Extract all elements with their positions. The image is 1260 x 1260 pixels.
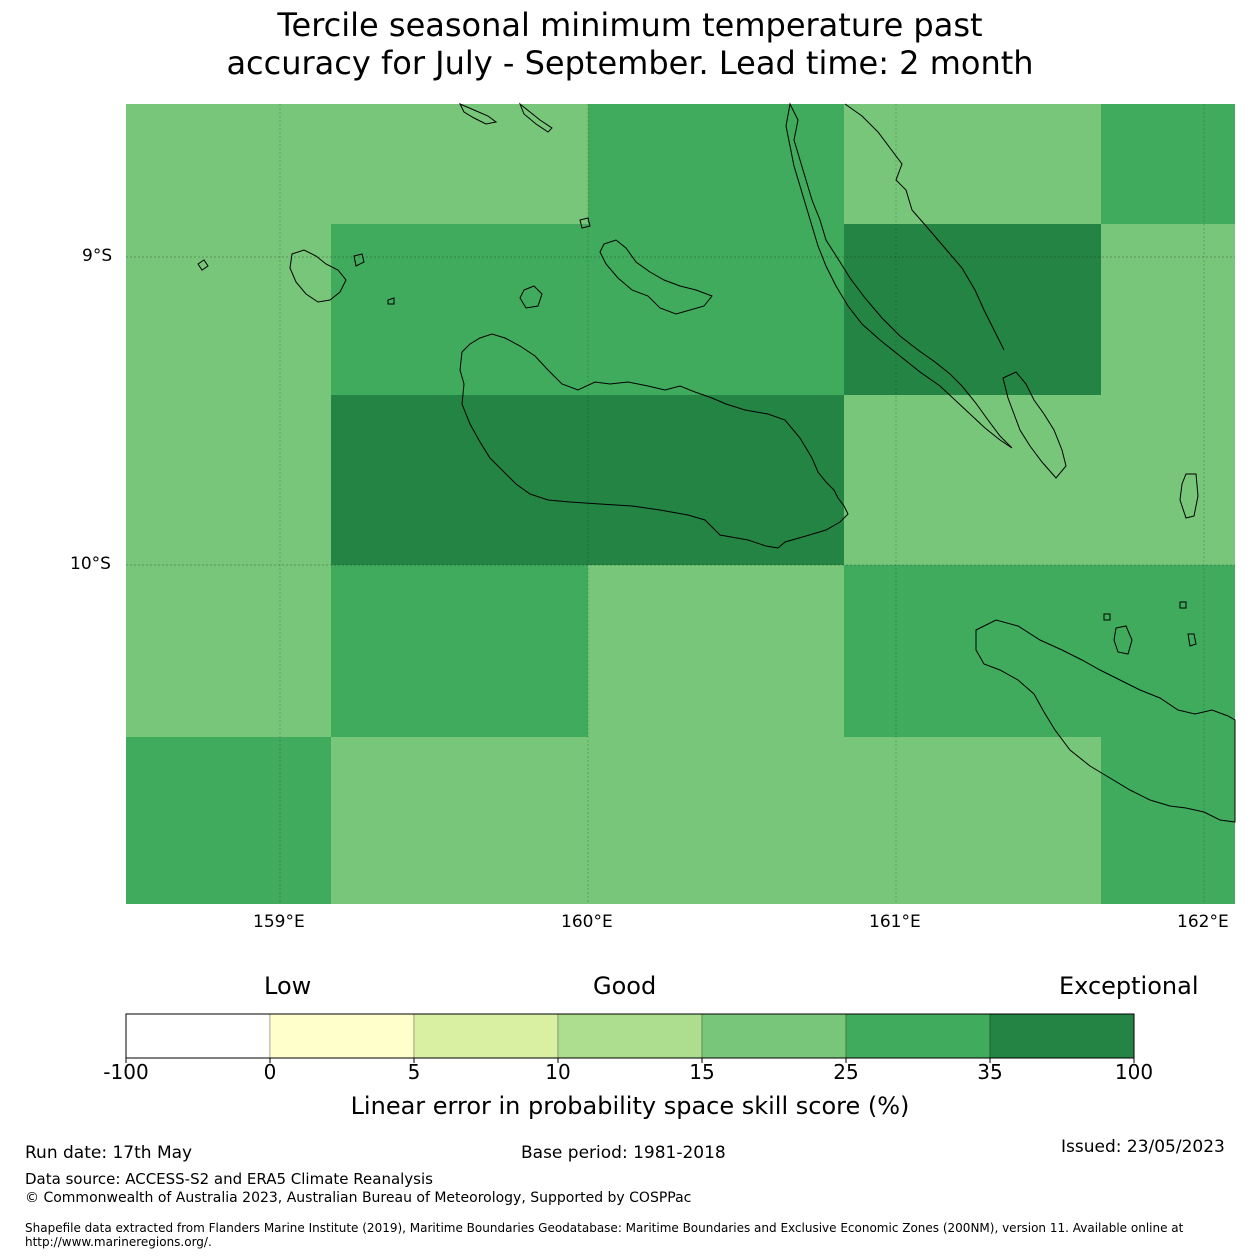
colorbar-swatch bbox=[701, 1013, 847, 1059]
coastline-malaita bbox=[785, 102, 1013, 449]
skill-cell bbox=[126, 737, 331, 904]
colorbar-tick-label: 5 bbox=[407, 1060, 421, 1084]
coastline-top-islets bbox=[458, 102, 553, 133]
coastline-ugi bbox=[1113, 625, 1133, 655]
coastline-makira bbox=[975, 619, 1236, 823]
colorbar-tick-label: 25 bbox=[833, 1060, 859, 1084]
data-source: Data source: ACCESS-S2 and ERA5 Climate … bbox=[25, 1170, 433, 1188]
coastline-islet-2 bbox=[353, 253, 365, 267]
colorbar-tick-label: 10 bbox=[545, 1060, 571, 1084]
copyright: © Commonwealth of Australia 2023, Austra… bbox=[25, 1190, 692, 1206]
colorbar-swatch bbox=[845, 1013, 991, 1059]
colorbar-swatch bbox=[989, 1013, 1135, 1059]
skill-cell bbox=[126, 224, 331, 395]
lon-label-159e: 159°E bbox=[253, 912, 305, 932]
map-title-line-1: Tercile seasonal minimum temperature pas… bbox=[277, 6, 983, 44]
lon-label-162e: 162°E bbox=[1177, 912, 1229, 932]
colorbar-swatch bbox=[413, 1013, 559, 1059]
colorbar-swatch bbox=[125, 1013, 271, 1059]
skill-cell bbox=[331, 224, 588, 395]
lat-label-9s: 9°S bbox=[82, 246, 113, 266]
map-title-line-2: accuracy for July - September. Lead time… bbox=[226, 44, 1034, 82]
lon-label-161e: 161°E bbox=[869, 912, 921, 932]
coastline-north-isles bbox=[844, 103, 1005, 351]
skill-cell bbox=[331, 104, 588, 224]
coastline-islet-4 bbox=[579, 217, 591, 229]
skill-cell bbox=[1101, 395, 1235, 565]
coastline-islet-3 bbox=[387, 297, 395, 305]
skill-cell bbox=[126, 395, 331, 565]
category-low: Low bbox=[264, 972, 312, 1000]
coastline-guadalcanal bbox=[459, 333, 849, 549]
issued-date: Issued: 23/05/2023 bbox=[1061, 1137, 1225, 1157]
colorbar-tick-label: 35 bbox=[977, 1060, 1003, 1084]
skill-cell bbox=[844, 395, 1101, 565]
skill-cell bbox=[588, 224, 844, 395]
skill-cell bbox=[126, 104, 331, 224]
skill-grid-cells bbox=[126, 104, 1235, 904]
coastline-russell-islands bbox=[289, 249, 347, 303]
category-exceptional: Exceptional bbox=[1059, 972, 1199, 1000]
lat-label-10s: 10°S bbox=[70, 554, 111, 574]
graticule-lines bbox=[126, 104, 1235, 904]
coastline-small-malaita bbox=[1002, 371, 1067, 479]
skill-cell bbox=[126, 565, 331, 737]
colorbar-tick-marks bbox=[125, 1058, 1135, 1063]
skill-cell bbox=[844, 737, 1101, 904]
skill-cell bbox=[331, 737, 588, 904]
category-good: Good bbox=[593, 972, 657, 1000]
skill-cell bbox=[844, 104, 1101, 224]
colorbar-swatch bbox=[557, 1013, 703, 1059]
base-period: Base period: 1981-2018 bbox=[521, 1143, 726, 1163]
run-date: Run date: 17th May bbox=[25, 1143, 193, 1163]
coastlines bbox=[197, 102, 1236, 823]
skill-cell bbox=[331, 565, 588, 737]
skill-cell bbox=[331, 395, 588, 565]
skill-cell bbox=[1101, 565, 1235, 737]
coastline-ulawa bbox=[1179, 473, 1199, 519]
colorbar-swatch bbox=[269, 1013, 415, 1059]
colorbar-tick-label: 100 bbox=[1114, 1060, 1154, 1084]
skill-cell bbox=[844, 565, 1101, 737]
skill-cell bbox=[588, 395, 844, 565]
skill-cell bbox=[588, 737, 844, 904]
colorbar-tick-label: 0 bbox=[263, 1060, 277, 1084]
coastline-florida-islands bbox=[599, 239, 713, 315]
coastline-savo bbox=[519, 285, 543, 309]
colorbar-tick-label: 15 bbox=[689, 1060, 715, 1084]
skill-cell bbox=[1101, 224, 1235, 395]
skill-cell bbox=[1101, 104, 1235, 224]
colorbar-frame bbox=[125, 1013, 1135, 1059]
shapefile-credit: Shapefile data extracted from Flanders M… bbox=[25, 1221, 1184, 1249]
coastline-islet-5 bbox=[1103, 601, 1197, 647]
skill-cell bbox=[844, 224, 1101, 395]
coastline-islet-1 bbox=[197, 259, 209, 271]
colorbar-tick-label: -100 bbox=[103, 1060, 149, 1084]
skill-cell bbox=[588, 565, 844, 737]
colorbar-title: Linear error in probability space skill … bbox=[350, 1092, 910, 1120]
skill-cell bbox=[1101, 737, 1235, 904]
colorbar-swatches bbox=[125, 1013, 1135, 1059]
lon-label-160e: 160°E bbox=[561, 912, 613, 932]
